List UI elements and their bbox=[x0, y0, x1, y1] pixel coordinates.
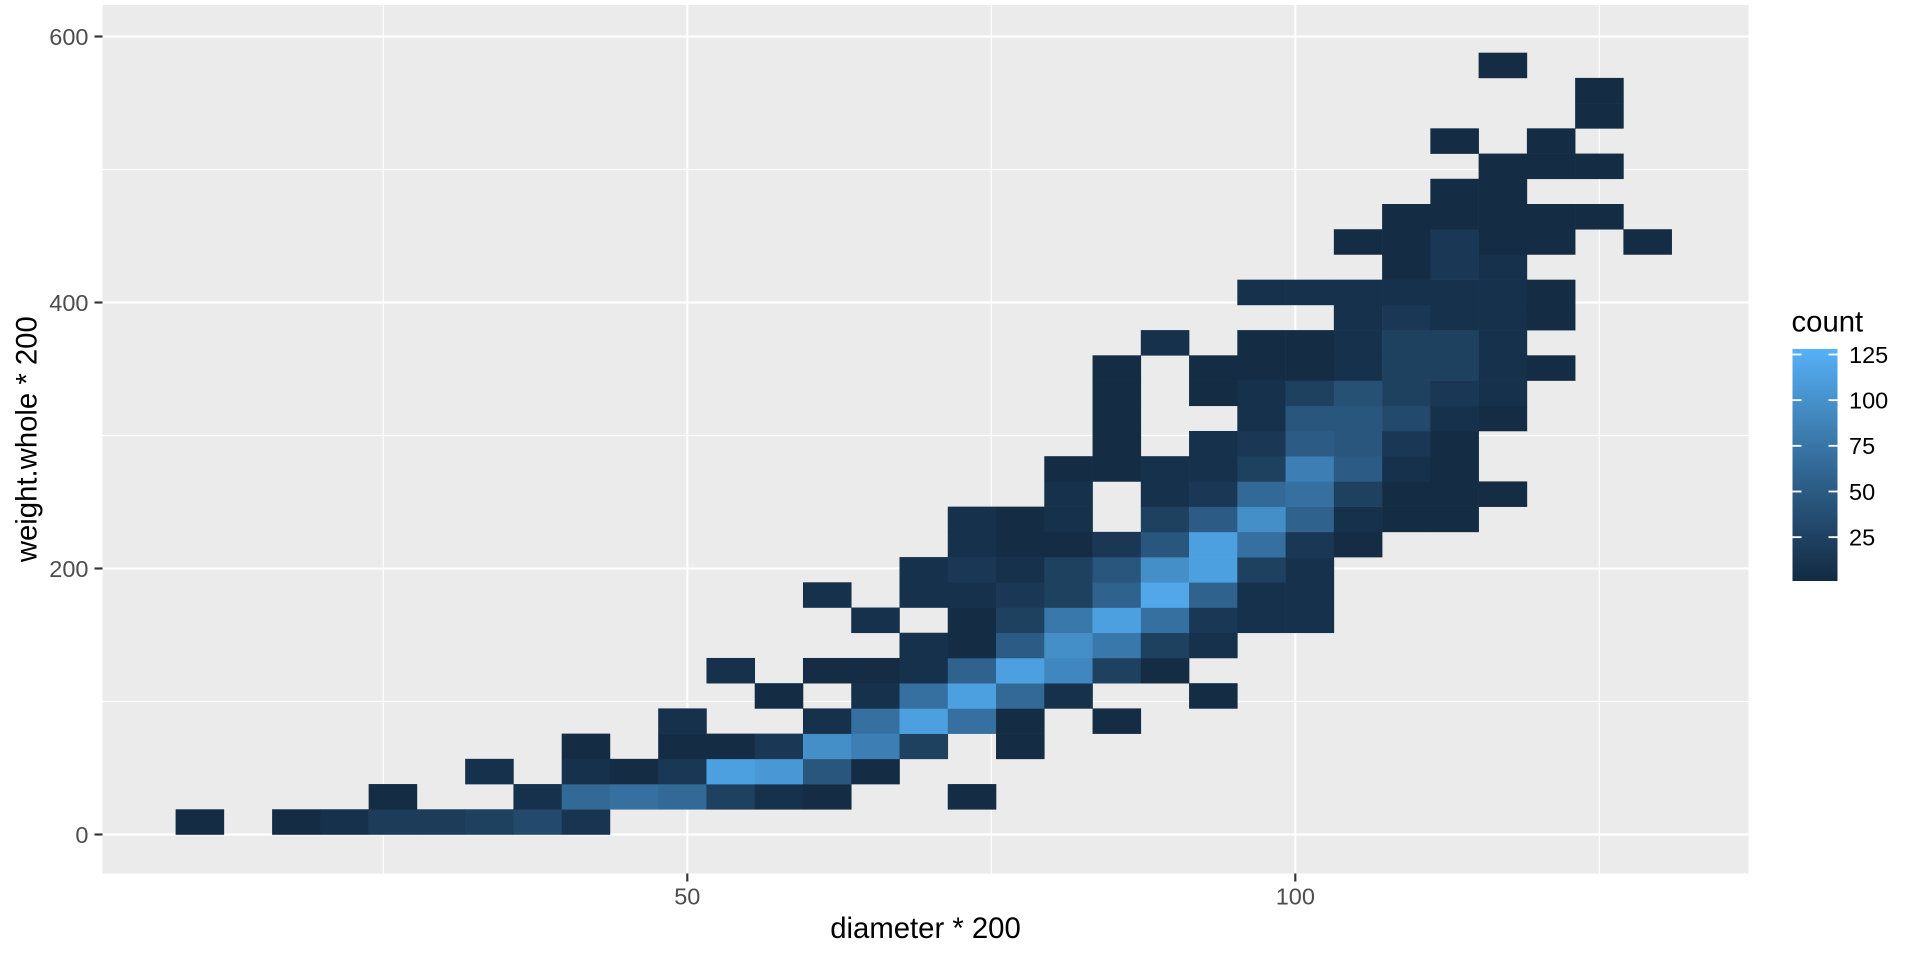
svg-text:400: 400 bbox=[49, 290, 88, 316]
svg-text:diameter * 200: diameter * 200 bbox=[830, 912, 1021, 945]
svg-text:0: 0 bbox=[75, 822, 88, 848]
svg-text:200: 200 bbox=[49, 556, 88, 582]
svg-text:125: 125 bbox=[1849, 342, 1888, 368]
svg-text:100: 100 bbox=[1849, 388, 1888, 414]
svg-text:weight.whole * 200: weight.whole * 200 bbox=[11, 316, 44, 563]
svg-text:100: 100 bbox=[1276, 884, 1315, 910]
svg-text:600: 600 bbox=[49, 24, 88, 50]
svg-text:50: 50 bbox=[1849, 479, 1875, 505]
svg-text:25: 25 bbox=[1849, 525, 1875, 551]
svg-text:count: count bbox=[1792, 306, 1864, 339]
svg-text:75: 75 bbox=[1849, 433, 1875, 459]
svg-text:50: 50 bbox=[674, 884, 700, 910]
